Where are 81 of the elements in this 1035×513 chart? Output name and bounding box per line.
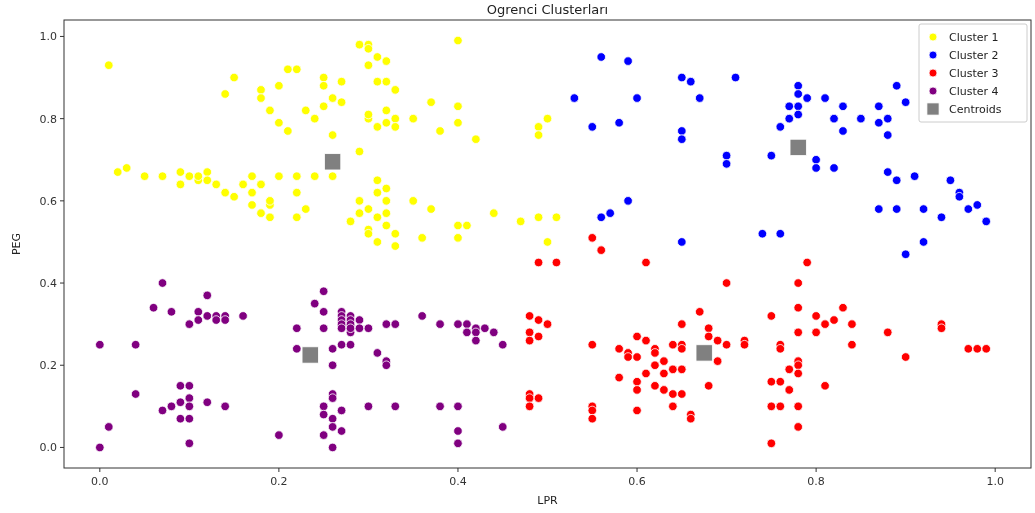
y-tick-label: 0.8 <box>39 112 57 126</box>
point <box>802 93 812 103</box>
x-tick-label: 0.8 <box>807 475 825 488</box>
point <box>838 126 848 136</box>
point <box>596 52 606 62</box>
point <box>963 204 974 214</box>
y-tick-label: 1.0 <box>39 30 57 44</box>
point <box>695 93 705 103</box>
x-tick-label: 0.2 <box>270 475 288 488</box>
point <box>981 216 991 227</box>
y-tick-label: 0.4 <box>39 277 57 291</box>
point <box>632 93 642 103</box>
point <box>623 56 633 66</box>
point <box>596 212 606 222</box>
legend-label: Cluster 1 <box>949 31 999 44</box>
point <box>614 118 624 128</box>
point <box>945 175 956 185</box>
point <box>775 229 785 239</box>
point <box>891 81 902 91</box>
point <box>918 204 929 214</box>
point <box>784 113 794 124</box>
point <box>793 89 803 99</box>
point <box>891 204 902 214</box>
point <box>324 153 342 171</box>
point <box>909 171 920 181</box>
point <box>900 249 911 259</box>
point <box>900 97 911 107</box>
point <box>874 101 884 112</box>
legend-label: Cluster 2 <box>949 49 999 62</box>
point <box>569 93 580 103</box>
point <box>677 72 687 83</box>
point <box>766 150 777 161</box>
x-tick-label: 1.0 <box>986 475 1004 488</box>
point <box>721 150 732 161</box>
point <box>686 76 696 87</box>
y-tick-label: 0.2 <box>39 359 57 373</box>
x-tick-label: 0.0 <box>91 475 109 488</box>
point <box>820 93 830 103</box>
point <box>677 134 687 144</box>
x-tick-label: 0.6 <box>628 475 646 488</box>
point <box>891 175 902 185</box>
point <box>757 229 768 239</box>
point <box>838 101 848 112</box>
chart-title: Ogrenci Clusterları <box>486 2 609 17</box>
point <box>936 212 947 222</box>
y-axis-title: PEG <box>10 232 23 256</box>
point <box>789 138 807 156</box>
point <box>784 101 794 112</box>
point <box>695 344 713 362</box>
point <box>874 118 884 128</box>
x-axis-title: LPR <box>537 494 559 507</box>
point <box>829 163 839 173</box>
legend-label: Cluster 4 <box>949 85 999 98</box>
point <box>721 159 732 169</box>
point <box>605 208 615 218</box>
point <box>793 101 803 112</box>
point <box>883 167 893 177</box>
point <box>874 204 884 214</box>
point <box>811 163 821 173</box>
point <box>856 113 866 124</box>
point <box>954 192 965 202</box>
point <box>811 155 821 165</box>
legend-label: Cluster 3 <box>949 67 999 80</box>
point <box>793 109 803 120</box>
y-tick-label: 0.6 <box>39 194 57 208</box>
point <box>883 113 893 124</box>
point <box>883 130 893 140</box>
point <box>677 237 687 247</box>
point <box>730 72 741 83</box>
point <box>793 81 803 91</box>
point <box>677 126 687 136</box>
point <box>918 237 929 247</box>
point <box>623 196 633 206</box>
point <box>301 346 319 364</box>
legend-label: Centroids <box>949 103 1002 116</box>
point <box>972 200 982 210</box>
x-tick-label: 0.4 <box>449 475 467 488</box>
point <box>587 122 597 132</box>
point <box>829 113 839 124</box>
y-tick-label: 0.0 <box>39 441 57 455</box>
point <box>775 122 785 132</box>
